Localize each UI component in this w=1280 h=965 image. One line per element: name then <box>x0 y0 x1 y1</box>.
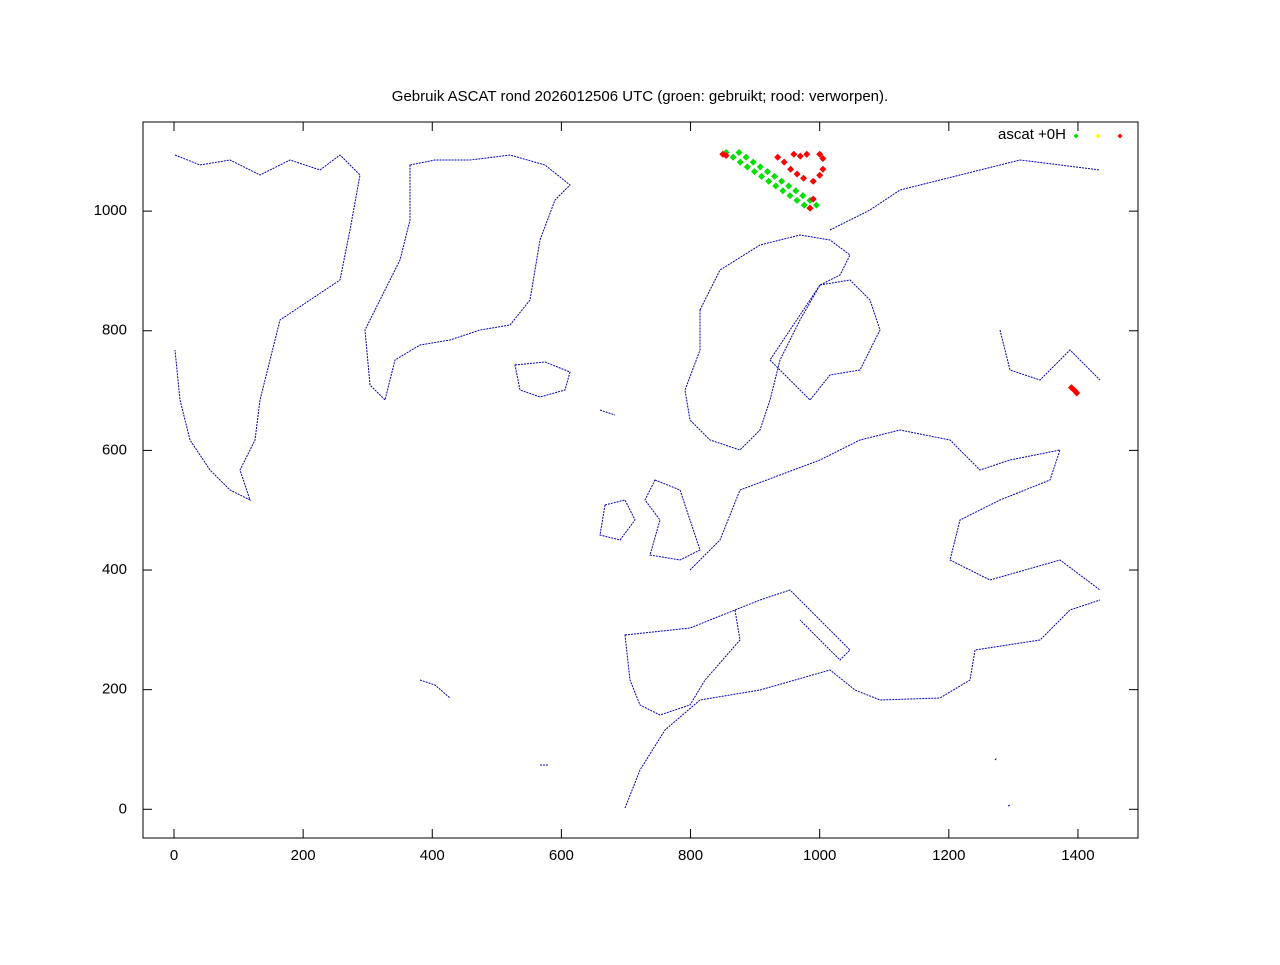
x-tick-label: 600 <box>549 847 574 864</box>
point <box>742 153 750 161</box>
point <box>790 150 798 158</box>
x-tick-label: 400 <box>420 847 445 864</box>
x-tick-label: 1200 <box>932 847 965 864</box>
y-tick-label: 0 <box>119 800 127 817</box>
point <box>774 153 782 161</box>
plot-border <box>142 121 1139 839</box>
y-tick-label: 800 <box>102 322 127 339</box>
point <box>779 187 787 195</box>
legend-marker <box>1073 133 1079 139</box>
x-tick-label: 200 <box>291 847 316 864</box>
point <box>786 192 794 200</box>
point <box>793 170 801 178</box>
x-tick-label: 0 <box>170 847 178 864</box>
coastlines <box>174 154 1101 809</box>
y-tick-label: 200 <box>102 681 127 698</box>
point <box>803 150 811 158</box>
point <box>800 201 808 209</box>
point <box>819 165 827 173</box>
legend-marker <box>1117 133 1123 139</box>
point <box>785 182 793 190</box>
point <box>750 168 758 176</box>
y-tick-label: 400 <box>102 561 127 578</box>
x-tick-label: 1000 <box>803 847 836 864</box>
point <box>792 187 800 195</box>
x-tick-label: 800 <box>678 847 703 864</box>
legend-marker <box>1095 133 1101 139</box>
point <box>799 192 807 200</box>
point <box>778 177 786 185</box>
point <box>812 201 820 209</box>
point <box>736 158 744 166</box>
legend-label: ascat +0H <box>998 126 1066 143</box>
y-tick-label: 1000 <box>94 202 127 219</box>
point <box>772 182 780 190</box>
point <box>787 165 795 173</box>
point <box>758 172 766 180</box>
point <box>743 163 751 171</box>
point <box>1073 389 1081 397</box>
point <box>756 163 764 171</box>
point <box>735 149 743 157</box>
x-tick-label: 1400 <box>1061 847 1094 864</box>
point <box>793 196 801 204</box>
chart-title: Gebruik ASCAT rond 2026012506 UTC (groen… <box>392 88 888 105</box>
point <box>809 195 817 203</box>
y-tick-label: 600 <box>102 441 127 458</box>
point <box>800 174 808 182</box>
point <box>806 204 814 212</box>
point <box>770 172 778 180</box>
point <box>816 171 824 179</box>
point <box>722 151 730 159</box>
point <box>816 150 824 158</box>
point <box>819 154 827 162</box>
point <box>780 158 788 166</box>
point <box>809 177 817 185</box>
point <box>763 168 771 176</box>
point <box>765 177 773 185</box>
point <box>796 152 804 160</box>
point <box>749 158 757 166</box>
point <box>729 153 737 161</box>
